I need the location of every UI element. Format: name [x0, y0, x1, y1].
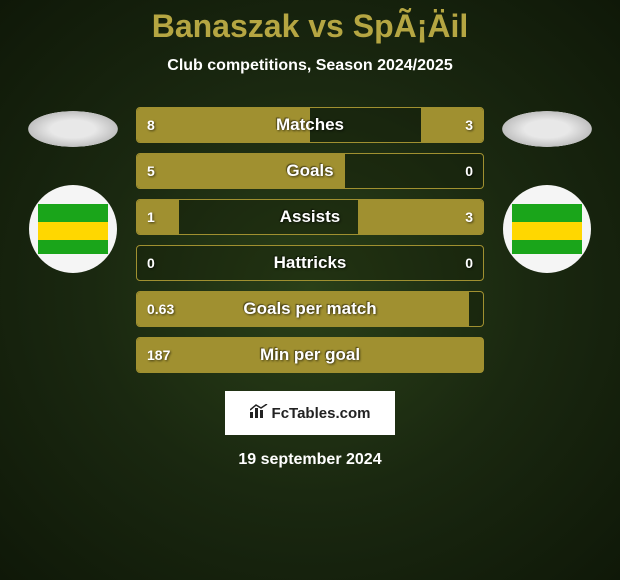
- stat-value-right: 0: [465, 255, 473, 271]
- stat-row: 0Hattricks0: [136, 245, 484, 281]
- badge-stripe-yellow: [38, 222, 108, 240]
- badge-stripe-green: [512, 240, 582, 254]
- source-logo-text: FcTables.com: [272, 405, 371, 422]
- player-right-column: [502, 111, 592, 273]
- page-subtitle: Club competitions, Season 2024/2025: [167, 57, 452, 75]
- date-label: 19 september 2024: [238, 451, 381, 469]
- comparison-layout: 8Matches35Goals01Assists30Hattricks00.63…: [0, 107, 620, 373]
- club-badge-left: [29, 185, 117, 273]
- badge-stripe-green: [512, 204, 582, 222]
- stat-row: 0.63Goals per match: [136, 291, 484, 327]
- stat-label: Min per goal: [137, 345, 483, 365]
- stat-label: Hattricks: [137, 253, 483, 273]
- club-badge-right: [503, 185, 591, 273]
- stat-label: Goals: [137, 161, 483, 181]
- stat-label: Goals per match: [137, 299, 483, 319]
- stat-row: 8Matches3: [136, 107, 484, 143]
- player-silhouette-left: [28, 111, 118, 147]
- source-logo: FcTables.com: [225, 391, 395, 435]
- badge-stripe-green: [38, 204, 108, 222]
- badge-graphic: [512, 194, 582, 264]
- badge-graphic: [38, 194, 108, 264]
- stat-label: Matches: [137, 115, 483, 135]
- badge-stripe-green: [38, 240, 108, 254]
- stat-row: 187Min per goal: [136, 337, 484, 373]
- chart-icon: [250, 404, 268, 423]
- stat-label: Assists: [137, 207, 483, 227]
- stat-row: 1Assists3: [136, 199, 484, 235]
- page-title: Banaszak vs SpÃ¡Äil: [152, 8, 469, 45]
- stat-row: 5Goals0: [136, 153, 484, 189]
- player-silhouette-right: [502, 111, 592, 147]
- player-left-column: [28, 111, 118, 273]
- stats-container: 8Matches35Goals01Assists30Hattricks00.63…: [136, 107, 484, 373]
- badge-stripe-yellow: [512, 222, 582, 240]
- stat-value-right: 3: [465, 209, 473, 225]
- stat-value-right: 3: [465, 117, 473, 133]
- stat-value-right: 0: [465, 163, 473, 179]
